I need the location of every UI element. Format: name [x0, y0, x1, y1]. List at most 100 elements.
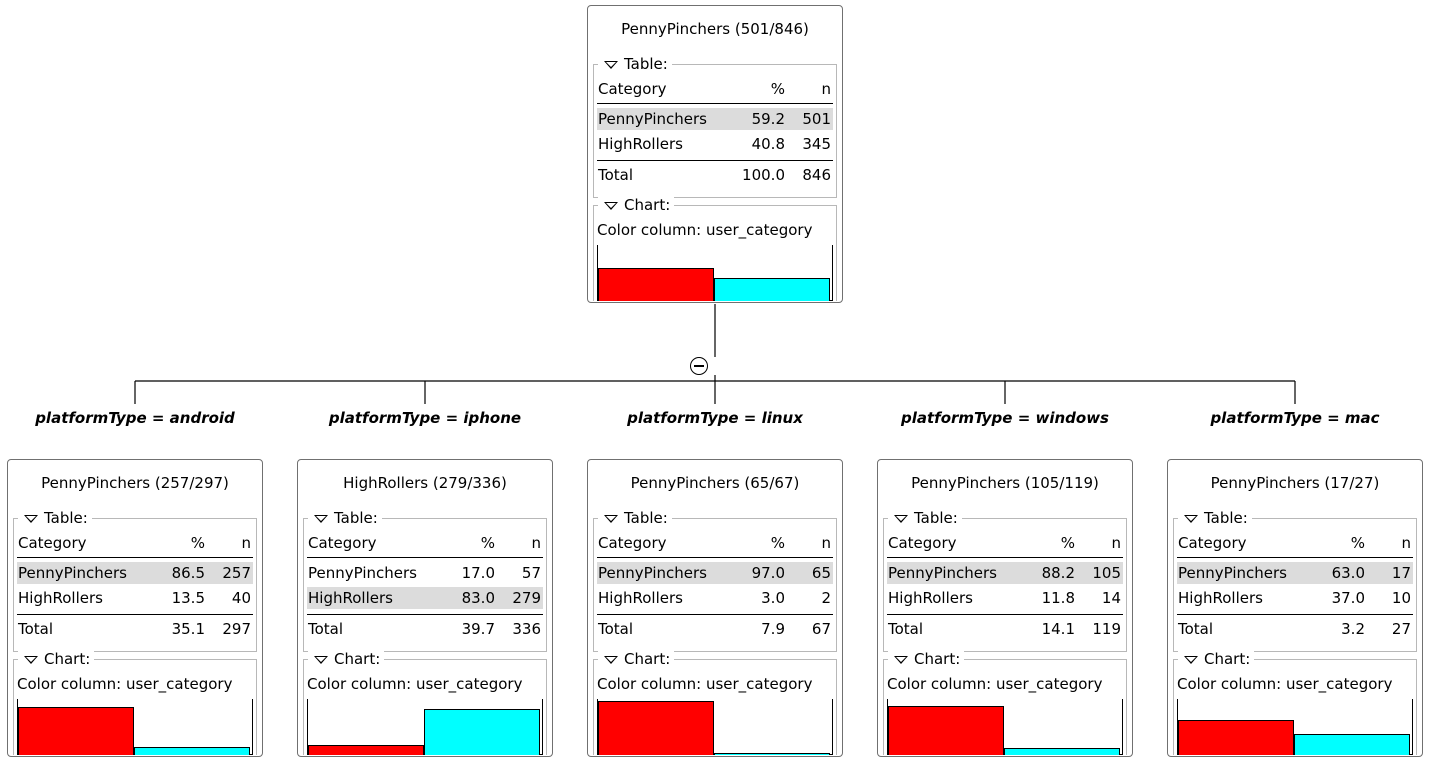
header-count: n: [821, 80, 831, 98]
node-title: PennyPinchers (105/119): [911, 474, 1099, 492]
total-percent: 7.9: [761, 620, 785, 638]
header-percent: %: [770, 534, 785, 552]
row-category: PennyPinchers: [598, 564, 707, 582]
row-category: HighRollers: [598, 589, 683, 607]
row-count: 14: [1101, 589, 1121, 607]
collapse-triangle-icon[interactable]: [894, 655, 908, 664]
tree-node-linux[interactable]: PennyPinchers (65/67) Table: Category% n Pen…: [587, 459, 843, 757]
table-header-row: Category% n: [597, 532, 833, 554]
row-category: HighRollers: [308, 589, 393, 607]
header-percent: %: [1350, 534, 1365, 552]
table-header-row: Category% n: [1177, 532, 1413, 554]
table-section-label: Table:: [334, 509, 378, 527]
collapse-triangle-icon[interactable]: [894, 514, 908, 523]
header-count: n: [821, 534, 831, 552]
header-category: Category: [18, 534, 87, 552]
collapse-triangle-icon[interactable]: [604, 60, 618, 69]
collapse-triangle-icon[interactable]: [604, 514, 618, 523]
row-count: 2: [821, 589, 831, 607]
chart-section-header[interactable]: Chart:: [598, 195, 675, 215]
table-row[interactable]: PennyPinchers 88.2 105: [887, 562, 1123, 584]
table-row[interactable]: PennyPinchers 97.0 65: [597, 562, 833, 584]
row-category: PennyPinchers: [598, 110, 707, 128]
chart-axis-right: [252, 699, 253, 755]
row-percent: 37.0: [1331, 589, 1365, 607]
chart-section-header[interactable]: Chart:: [1178, 649, 1255, 669]
collapse-triangle-icon[interactable]: [24, 514, 38, 523]
table-header-row: Category% n: [597, 78, 833, 100]
row-category: HighRollers: [598, 135, 683, 153]
tree-node-root[interactable]: PennyPinchers (501/846) Table: Category% n P…: [587, 5, 843, 303]
table-section-header[interactable]: Table:: [18, 508, 92, 528]
table-row[interactable]: PennyPinchers 59.2 501: [597, 108, 833, 130]
chart-section-label: Chart:: [334, 650, 381, 668]
collapse-triangle-icon[interactable]: [314, 655, 328, 664]
total-count: 846: [802, 166, 831, 184]
chart-section-label: Chart:: [624, 650, 671, 668]
node-title: PennyPinchers (65/67): [630, 474, 800, 492]
table-total-row: Total 100.0 846: [597, 164, 833, 186]
total-percent: 14.1: [1041, 620, 1075, 638]
table-section: Table: Category% n PennyPinchers 17.0 57 HighR…: [303, 508, 547, 652]
tree-node-iphone[interactable]: HighRollers (279/336) Table: Category% n Pen…: [297, 459, 553, 757]
table-total-rule: [17, 614, 253, 615]
table-section-header[interactable]: Table:: [888, 508, 962, 528]
row-category: HighRollers: [1178, 589, 1263, 607]
row-category: PennyPinchers: [18, 564, 127, 582]
total-count: 297: [222, 620, 251, 638]
collapse-triangle-icon[interactable]: [314, 514, 328, 523]
table-row[interactable]: PennyPinchers 86.5 257: [17, 562, 253, 584]
collapse-triangle-icon[interactable]: [604, 201, 618, 210]
table-row[interactable]: HighRollers 40.8 345: [597, 133, 833, 155]
table-row[interactable]: PennyPinchers 17.0 57: [307, 562, 543, 584]
table-row[interactable]: HighRollers 11.8 14: [887, 587, 1123, 609]
chart-axis-left: [307, 699, 308, 755]
chart-section: Chart: Color column: user_category: [13, 649, 257, 755]
table-section-label: Table:: [44, 509, 88, 527]
collapse-triangle-icon[interactable]: [1184, 514, 1198, 523]
table-row[interactable]: HighRollers 37.0 10: [1177, 587, 1413, 609]
chart-section: Chart: Color column: user_category: [1173, 649, 1417, 755]
row-count: 345: [802, 135, 831, 153]
class-distribution-chart: [1177, 699, 1413, 755]
color-column-label: Color column: user_category: [597, 221, 813, 239]
edge-label-android: platformType = android: [35, 409, 235, 427]
chart-section-header[interactable]: Chart:: [308, 649, 385, 669]
table-section-label: Table:: [914, 509, 958, 527]
header-category: Category: [598, 80, 667, 98]
tree-node-mac[interactable]: PennyPinchers (17/27) Table: Category% n Pen…: [1167, 459, 1423, 757]
table-section-header[interactable]: Table:: [1178, 508, 1252, 528]
collapse-toggle-icon[interactable]: [690, 357, 708, 375]
table-row[interactable]: HighRollers 83.0 279: [307, 587, 543, 609]
table-row[interactable]: PennyPinchers 63.0 17: [1177, 562, 1413, 584]
chart-section-header[interactable]: Chart:: [888, 649, 965, 669]
table-section-header[interactable]: Table:: [308, 508, 382, 528]
tree-node-android[interactable]: PennyPinchers (257/297) Table: Category% n P…: [7, 459, 263, 757]
table-section-header[interactable]: Table:: [598, 54, 672, 74]
table-total-rule: [887, 614, 1123, 615]
row-count: 65: [811, 564, 831, 582]
table-header-rule: [597, 103, 833, 104]
header-category: Category: [888, 534, 957, 552]
header-percent: %: [480, 534, 495, 552]
row-percent: 97.0: [751, 564, 785, 582]
collapse-triangle-icon[interactable]: [24, 655, 38, 664]
table-section-header[interactable]: Table:: [598, 508, 672, 528]
row-percent: 17.0: [461, 564, 495, 582]
table-row[interactable]: HighRollers 13.5 40: [17, 587, 253, 609]
node-title: PennyPinchers (257/297): [41, 474, 229, 492]
chart-section-header[interactable]: Chart:: [18, 649, 95, 669]
collapse-triangle-icon[interactable]: [1184, 655, 1198, 664]
chart-axis-left: [1177, 699, 1178, 755]
total-percent: 100.0: [742, 166, 785, 184]
tree-node-windows[interactable]: PennyPinchers (105/119) Table: Category% n P…: [877, 459, 1133, 757]
bar-pennypinchers: [598, 268, 714, 301]
header-count: n: [241, 534, 251, 552]
table-section: Table: Category% n PennyPinchers 63.0 17 HighR…: [1173, 508, 1417, 652]
node-title: HighRollers (279/336): [343, 474, 507, 492]
chart-axis-left: [597, 699, 598, 755]
collapse-triangle-icon[interactable]: [604, 655, 618, 664]
chart-section-header[interactable]: Chart:: [598, 649, 675, 669]
table-row[interactable]: HighRollers 3.0 2: [597, 587, 833, 609]
